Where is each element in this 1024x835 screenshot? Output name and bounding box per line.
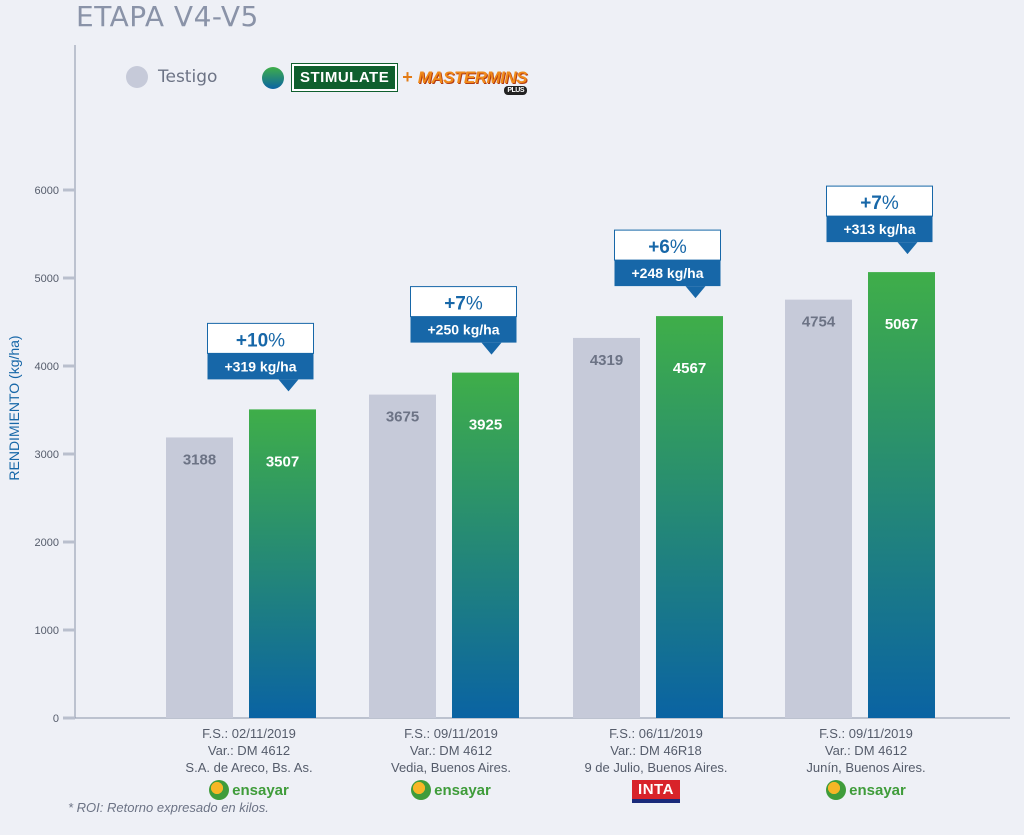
site-info-block: F.S.: 02/11/2019 Var.: DM 4612 S.A. de Are…	[149, 725, 349, 804]
bar-label-treatment: 3507	[266, 453, 299, 470]
callout-diff-box	[207, 353, 314, 380]
ensayar-leaf-icon	[209, 780, 230, 800]
callout-pct-box	[614, 229, 721, 261]
bar-treatment	[452, 372, 519, 718]
legend-control-label: Testigo	[158, 67, 218, 87]
mastermins-logo: MASTERMINS PLUS	[417, 67, 528, 95]
callout-pct: +10%	[236, 330, 285, 351]
callout-diff-box	[614, 260, 721, 287]
callout-diff: +248 kg/ha	[632, 265, 704, 281]
y-tick-label: 0	[53, 713, 59, 725]
bar-label-treatment: 5067	[885, 316, 918, 333]
site-info-line3: 9 de Julio, Buenos Aires.	[584, 760, 728, 775]
site-info-line1: F.S.: 09/11/2019	[404, 726, 498, 741]
site-info-block: F.S.: 09/11/2019 Var.: DM 4612 Vedia, Buen…	[351, 725, 551, 804]
site-info-line1: F.S.: 09/11/2019	[819, 726, 913, 741]
bar-control	[166, 437, 233, 718]
site-info-block: F.S.: 09/11/2019 Var.: DM 4612 Junín, Buen…	[766, 725, 966, 804]
bar-label-control: 3675	[386, 409, 419, 426]
legend-treatment: STIMULATE + MASTERMINS PLUS	[262, 63, 528, 95]
bar-control	[573, 337, 640, 718]
bar-label-control: 4754	[802, 314, 836, 331]
bar-treatment	[249, 409, 316, 718]
y-tick-label: 2000	[35, 537, 59, 549]
site-info-line1: F.S.: 02/11/2019	[202, 726, 296, 741]
legend-treatment-swatch	[262, 66, 284, 89]
bar-control	[785, 299, 852, 718]
bar-treatment	[656, 316, 723, 718]
callout-diff: +319 kg/ha	[225, 358, 297, 374]
callout-pct: +7%	[860, 193, 899, 214]
site-info-line3: Vedia, Buenos Aires.	[391, 760, 511, 775]
callout-pointer	[897, 242, 918, 255]
site-info-line3: S.A. de Areco, Bs. As.	[185, 760, 313, 775]
callout-pointer	[481, 342, 502, 355]
bar-treatment	[868, 272, 935, 718]
callout-diff-box	[826, 216, 933, 243]
callout-pointer	[685, 286, 706, 299]
site-info-line2: Var.: DM 4612	[824, 743, 908, 758]
ensayar-logo-text: ensayar	[232, 781, 289, 799]
site-info-line2: Var.: DM 4612	[207, 743, 291, 758]
page-title: ETAPA V4-V5	[76, 0, 259, 33]
legend-plus: +	[402, 67, 413, 87]
ensayar-leaf-icon	[826, 780, 847, 800]
site-info-line2: Var.: DM 4612	[409, 743, 493, 758]
callout-pointer	[278, 379, 299, 392]
footnote: * ROI: Retorno expresado en kilos.	[68, 800, 269, 815]
ensayar-logo: ensayar	[411, 780, 491, 800]
bar-label-control: 4319	[590, 352, 623, 369]
callout-pct: +7%	[444, 294, 483, 315]
mastermins-logo-text: MASTERMINS	[417, 67, 528, 87]
callout-diff-box	[410, 316, 517, 343]
callout-pct-box	[410, 286, 517, 318]
y-tick-label: 5000	[35, 273, 59, 285]
inta-logo: INTA	[632, 780, 680, 803]
ensayar-logo: ensayar	[826, 780, 906, 800]
ensayar-logo-text: ensayar	[434, 781, 491, 799]
callout-diff: +313 kg/ha	[844, 221, 916, 237]
site-info-line2: Var.: DM 46R18	[610, 743, 702, 758]
site-info-line3: Junín, Buenos Aires.	[806, 760, 926, 775]
legend-control-swatch	[126, 66, 148, 88]
mastermins-plus-badge: PLUS	[504, 85, 528, 95]
bar-label-treatment: 4567	[673, 360, 706, 377]
y-tick-label: 6000	[35, 185, 59, 197]
stimulate-logo: STIMULATE	[290, 63, 399, 92]
site-info-block: F.S.: 06/11/2019 Var.: DM 46R18 9 de Julio…	[556, 725, 756, 803]
legend-control: Testigo	[126, 66, 217, 88]
bar-label-treatment: 3925	[469, 417, 502, 434]
bar-control	[369, 394, 436, 718]
y-tick-label: 3000	[35, 449, 59, 461]
y-tick-label: 1000	[35, 625, 59, 637]
ensayar-logo-text: ensayar	[849, 781, 906, 799]
y-tick-label: 4000	[35, 361, 59, 373]
ensayar-logo: ensayar	[209, 780, 289, 800]
bar-label-control: 3188	[183, 451, 216, 468]
ensayar-leaf-icon	[411, 780, 432, 800]
callout-pct-box	[826, 185, 933, 217]
callout-pct: +6%	[648, 237, 687, 258]
callout-diff: +250 kg/ha	[428, 322, 500, 338]
site-info-line1: F.S.: 06/11/2019	[609, 726, 703, 741]
